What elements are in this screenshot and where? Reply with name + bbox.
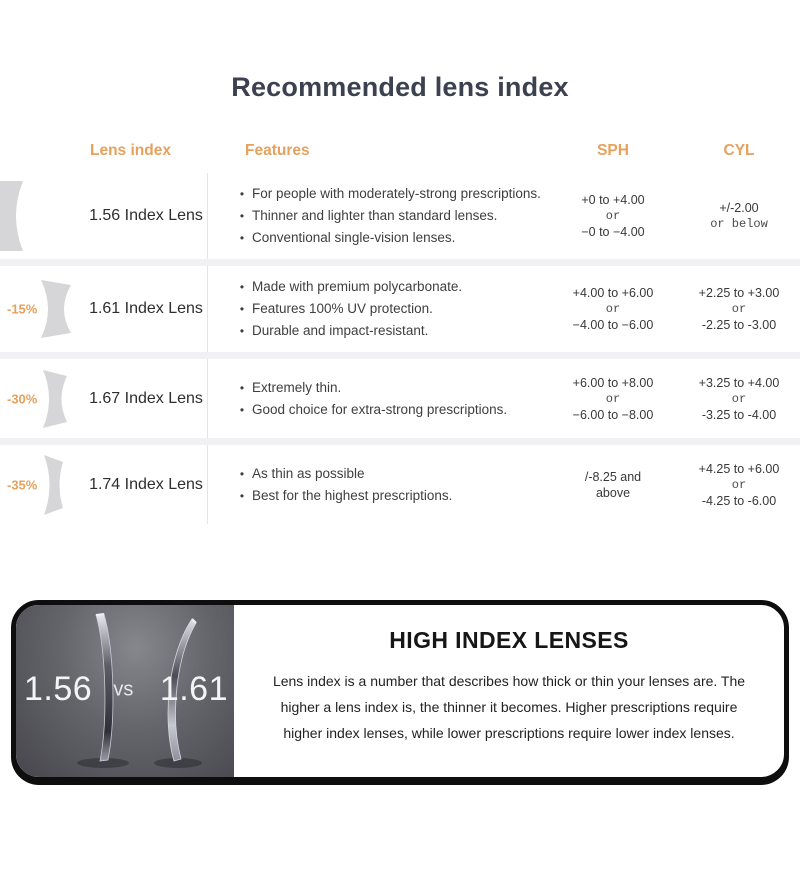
features-list: • Extremely thin. • Good choice for extra-… <box>207 359 548 438</box>
feature-text: Made with premium polycarbonate. <box>252 279 463 294</box>
lens-comparison-photo: 1.56 vs 1.61 <box>16 605 234 777</box>
bullet-icon: • <box>239 302 245 316</box>
panel-body-text: Lens index is a number that describes ho… <box>272 673 746 741</box>
column-header-features: Features <box>245 142 310 159</box>
lens-index-name: 1.74 Index Lens <box>89 475 203 493</box>
feature-item: • Conventional single-vision lenses. <box>232 227 548 249</box>
lens-index-table: Lens index Features SPH CYL 1.56 Index L… <box>0 129 800 524</box>
feature-item: • Extremely thin. <box>232 377 548 399</box>
cyl-range: +/-2.00 or below <box>710 201 768 231</box>
lens-index-name: 1.61 Index Lens <box>89 300 203 317</box>
lens-cross-section-icon <box>36 369 74 428</box>
bullet-icon: • <box>239 466 245 481</box>
feature-text: Extremely thin. <box>252 379 342 395</box>
cyl-range: +3.25 to +4.00 or -3.25 to -4.00 <box>698 375 780 422</box>
panel-heading: HIGH INDEX LENSES <box>389 627 629 653</box>
feature-item: • As thin as possible <box>232 463 548 485</box>
lens-index-name: 1.67 Index Lens <box>89 389 203 407</box>
cyl-range: +4.25 to +6.00 or -4.25 to -6.00 <box>698 461 780 508</box>
bullet-icon: • <box>239 380 245 395</box>
feature-text: Thinner and lighter than standard lenses… <box>252 208 498 223</box>
table-header-row: Lens index Features SPH CYL <box>0 129 800 173</box>
vs-label: vs <box>113 678 134 701</box>
feature-item: • For people with moderately-strong presc… <box>232 183 548 205</box>
features-list: • Made with premium polycarbonate. • Featu… <box>207 266 548 352</box>
bullet-icon: • <box>239 280 245 294</box>
cyl-range: +2.25 to +3.00 or -2.25 to -3.00 <box>698 286 780 332</box>
table-row: -30% 1.67 Index Lens • Extremely thin. • G… <box>0 359 800 438</box>
feature-text: Durable and impact-resistant. <box>252 323 429 338</box>
lens-thickness-cell: -35% <box>0 445 85 524</box>
lens-thickness-cell: -30% <box>0 359 85 438</box>
table-row: 1.56 Index Lens • For people with moderat… <box>0 173 800 259</box>
feature-item: • Best for the highest prescriptions. <box>232 485 548 507</box>
feature-text: Good choice for extra-strong prescriptio… <box>252 401 508 417</box>
bullet-icon: • <box>239 488 245 503</box>
table-row: -35% 1.74 Index Lens • As thin as possibl… <box>0 445 800 524</box>
bullet-icon: • <box>239 209 245 223</box>
bullet-icon: • <box>239 324 245 338</box>
column-header-sph: SPH <box>597 142 629 159</box>
lens-thickness-cell <box>0 173 85 259</box>
bullet-icon: • <box>239 402 245 417</box>
features-list: • For people with moderately-strong presc… <box>207 173 548 259</box>
lens-profiles-illustration <box>77 613 202 768</box>
feature-item: • Thinner and lighter than standard lense… <box>232 205 548 227</box>
right-lens-index-label: 1.61 <box>159 669 228 708</box>
feature-text: Best for the highest prescriptions. <box>252 487 453 503</box>
feature-item: • Made with premium polycarbonate. <box>232 276 548 298</box>
lens-index-name: 1.56 Index Lens <box>89 207 203 224</box>
feature-text: Conventional single-vision lenses. <box>252 230 456 245</box>
page-title: Recommended lens index <box>231 72 569 102</box>
feature-item: • Features 100% UV protection. <box>232 298 548 320</box>
feature-text: Features 100% UV protection. <box>252 301 433 316</box>
bullet-icon: • <box>239 231 245 245</box>
sph-range: /-8.25 and above <box>584 469 642 500</box>
sph-range: +4.00 to +6.00 or −4.00 to −6.00 <box>572 286 654 332</box>
lens-cross-section-icon <box>36 454 70 515</box>
high-index-info: HIGH INDEX LENSES Lens index is a number… <box>234 605 784 777</box>
feature-item: • Good choice for extra-strong prescripti… <box>232 399 548 421</box>
thickness-reduction-badge: -35% <box>7 477 38 492</box>
table-row: -15% 1.61 Index Lens • Made with premium … <box>0 266 800 352</box>
sph-range: +6.00 to +8.00 or −6.00 to −8.00 <box>572 375 654 422</box>
left-lens-index-label: 1.56 <box>24 669 93 708</box>
feature-text: As thin as possible <box>252 465 365 481</box>
lens-thickness-cell: -15% <box>0 266 85 352</box>
feature-text: For people with moderately-strong prescr… <box>252 186 541 201</box>
thickness-reduction-badge: -15% <box>7 301 38 317</box>
high-index-lenses-panel: 1.56 vs 1.61 HIGH INDEX LENSES Lens inde… <box>11 600 789 782</box>
lens-cross-section-icon <box>36 280 78 338</box>
sph-range: +0 to +4.00 or −0 to −4.00 <box>581 193 645 239</box>
features-list: • As thin as possible • Best for the highe… <box>207 445 548 524</box>
lens-cross-section-icon <box>0 181 33 251</box>
bullet-icon: • <box>239 187 245 201</box>
table-body: 1.56 Index Lens • For people with moderat… <box>0 173 800 524</box>
column-header-cyl: CYL <box>723 142 755 159</box>
feature-item: • Durable and impact-resistant. <box>232 320 548 342</box>
column-header-lens-index: Lens index <box>90 142 171 159</box>
thickness-reduction-badge: -30% <box>7 391 38 406</box>
